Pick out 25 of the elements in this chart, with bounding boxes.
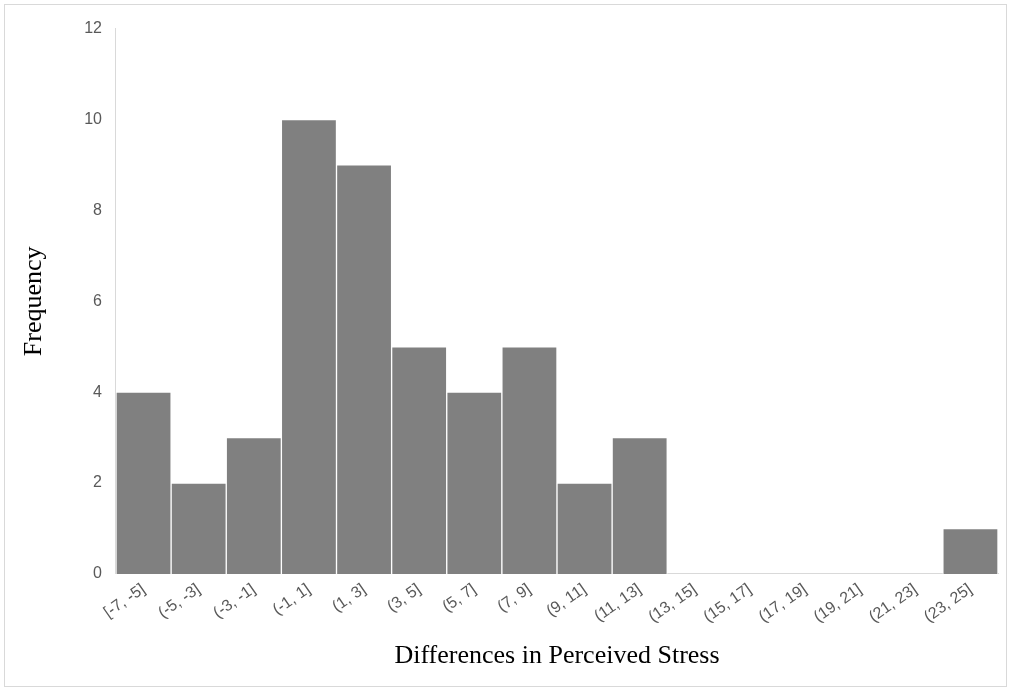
- x-tick-label: (15, 17]: [700, 579, 755, 625]
- x-tick-label: (13, 15]: [644, 579, 700, 625]
- x-tick-label: (-3, -1]: [209, 579, 259, 621]
- y-tick-label: 4: [93, 382, 103, 400]
- x-tick-label: (-5, -3]: [154, 579, 203, 621]
- x-tick-label: (11, 13]: [590, 579, 644, 625]
- y-tick-label: 12: [84, 19, 103, 37]
- x-axis-title: Differences in Perceived Stress: [394, 640, 720, 670]
- y-tick-label: 2: [93, 473, 103, 491]
- x-tick-label: (9, 11]: [542, 579, 589, 620]
- y-tick-label: 8: [93, 200, 103, 218]
- x-tick-label: [-7, -5]: [100, 579, 148, 621]
- x-tick-label: (17, 19]: [755, 579, 810, 625]
- x-tick-label: (7, 9]: [494, 579, 534, 615]
- y-tick-label: 0: [93, 564, 103, 582]
- x-tick-label: (23, 25]: [920, 579, 975, 625]
- x-tick-label: (3, 5]: [383, 579, 424, 615]
- y-tick-label: 6: [93, 291, 103, 309]
- x-tick-label: (5, 7]: [438, 579, 479, 615]
- x-tick-label: (21, 23]: [865, 579, 920, 625]
- y-axis-title: Frequency: [18, 246, 48, 357]
- y-tick-label: 10: [84, 109, 103, 127]
- x-tick-label: (19, 21]: [810, 579, 865, 625]
- x-tick-label: (-1, 1]: [269, 579, 314, 618]
- x-tick-label: (1, 3]: [328, 579, 369, 615]
